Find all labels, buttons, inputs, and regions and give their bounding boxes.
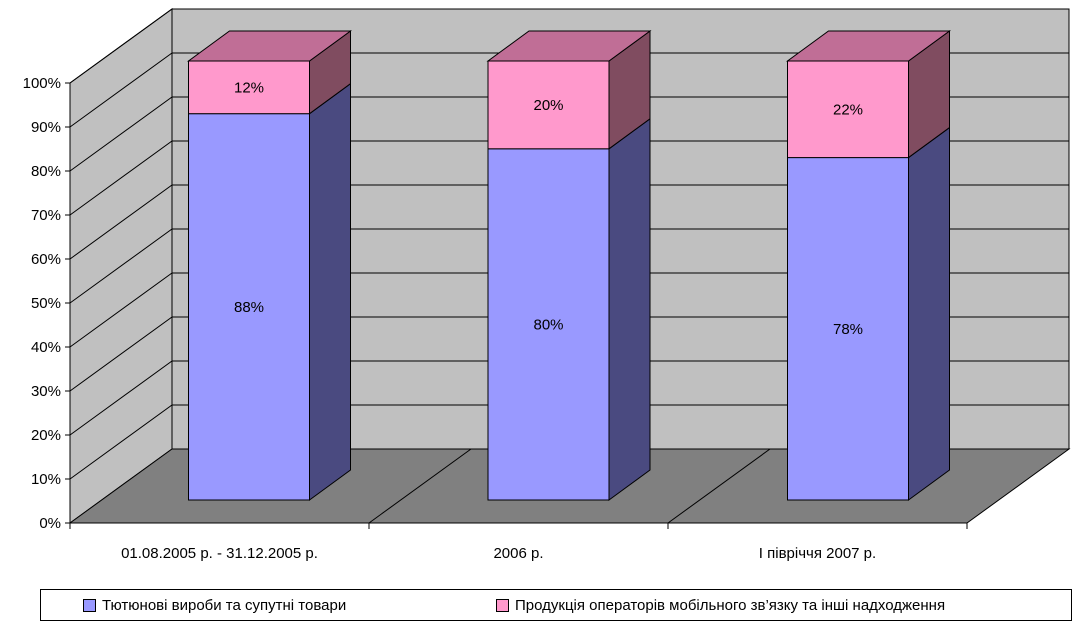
data-label: 80% — [533, 316, 563, 333]
bar-front — [787, 157, 909, 501]
bar-front — [487, 148, 610, 501]
data-label: 20% — [533, 97, 563, 114]
gridline — [69, 228, 1069, 304]
legend-item-tobacco: Тютюнові вироби та супутні товари — [83, 597, 346, 614]
y-tick-label: 100% — [23, 75, 61, 92]
y-tick-label: 40% — [31, 339, 61, 356]
y-tick-label: 70% — [31, 207, 61, 224]
gridline — [69, 316, 1069, 392]
data-label: 22% — [833, 101, 863, 118]
gridline — [69, 140, 1069, 216]
y-tick-label: 90% — [31, 119, 61, 136]
bar-top — [186, 30, 353, 62]
bar-side — [309, 82, 351, 501]
gridline — [69, 272, 1069, 348]
legend-swatch-tobacco — [83, 599, 96, 612]
y-tick-label: 50% — [31, 295, 61, 312]
legend-swatch-mobile — [496, 599, 509, 612]
chart: 0% 10% 20% 30% 40% 50% 60% 70% 80% 90% 100% 01.08.2… — [23, 8, 1071, 562]
data-label: 12% — [234, 79, 264, 96]
x-category-label: 01.08.2005 р. - 31.12.2005 р. — [121, 545, 318, 562]
legend-label-mobile: Продукція операторів мобільного зв’язку … — [515, 597, 946, 614]
bar-top — [486, 30, 652, 62]
bar-front — [487, 60, 610, 150]
y-tick-label: 0% — [39, 515, 61, 532]
gridline — [69, 184, 1069, 260]
bar-top — [785, 30, 952, 62]
gridline — [69, 96, 1069, 172]
legend-item-mobile: Продукція операторів мобільного зв’язку … — [496, 597, 945, 614]
bar-front — [188, 113, 310, 501]
gridline — [69, 8, 1069, 84]
floor-divider — [368, 448, 472, 524]
x-category-label: 2006 р. — [493, 545, 543, 562]
y-tick-label: 10% — [31, 471, 61, 488]
legend-label-tobacco: Тютюнові вироби та супутні товари — [102, 597, 347, 614]
y-tick-label: 20% — [31, 427, 61, 444]
x-category-label: І півріччя 2007 р. — [759, 545, 876, 562]
y-tick-label: 60% — [31, 251, 61, 268]
y-tick-label: 30% — [31, 383, 61, 400]
bar-side — [908, 126, 950, 501]
floor-divider — [667, 448, 771, 524]
gridline — [69, 52, 1069, 128]
y-tick-label: 80% — [31, 163, 61, 180]
bar-front — [787, 60, 909, 159]
bar-side — [608, 117, 651, 501]
legend: Тютюнові вироби та супутні товари Продук… — [40, 589, 1072, 621]
gridline — [69, 404, 1069, 480]
data-label: 88% — [234, 299, 264, 316]
data-label: 78% — [833, 321, 863, 338]
gridline — [69, 360, 1069, 436]
